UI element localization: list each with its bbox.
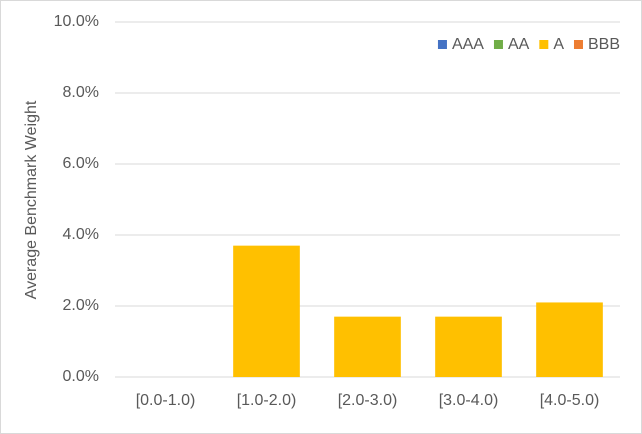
y-tick-label: 6.0%: [63, 155, 99, 172]
y-axis-label: Average Benchmark Weight: [23, 100, 40, 299]
x-tick-label: [4.0-5.0): [540, 392, 600, 409]
y-tick-label: 8.0%: [63, 84, 99, 101]
bar: [536, 302, 603, 377]
legend-label: AA: [508, 36, 530, 53]
x-tick-label: [2.0-3.0): [338, 392, 398, 409]
x-tick-label: [3.0-4.0): [439, 392, 499, 409]
legend-swatch: [539, 40, 549, 49]
bar: [233, 245, 300, 377]
bar: [435, 316, 502, 377]
x-tick-label: [0.0-1.0): [136, 392, 196, 409]
legend-label: AAA: [452, 36, 484, 53]
y-tick-label: 10.0%: [54, 13, 99, 30]
y-tick-label: 4.0%: [63, 226, 99, 243]
x-tick-label: [1.0-2.0): [237, 392, 297, 409]
y-tick-label: 2.0%: [63, 297, 99, 314]
legend-label: A: [553, 36, 564, 53]
y-tick-label: 0.0%: [63, 368, 99, 385]
legend-swatch: [573, 40, 583, 49]
legend-swatch: [493, 40, 503, 49]
legend-swatch: [437, 40, 447, 49]
legend-label: BBB: [588, 36, 620, 53]
bar: [334, 316, 401, 377]
